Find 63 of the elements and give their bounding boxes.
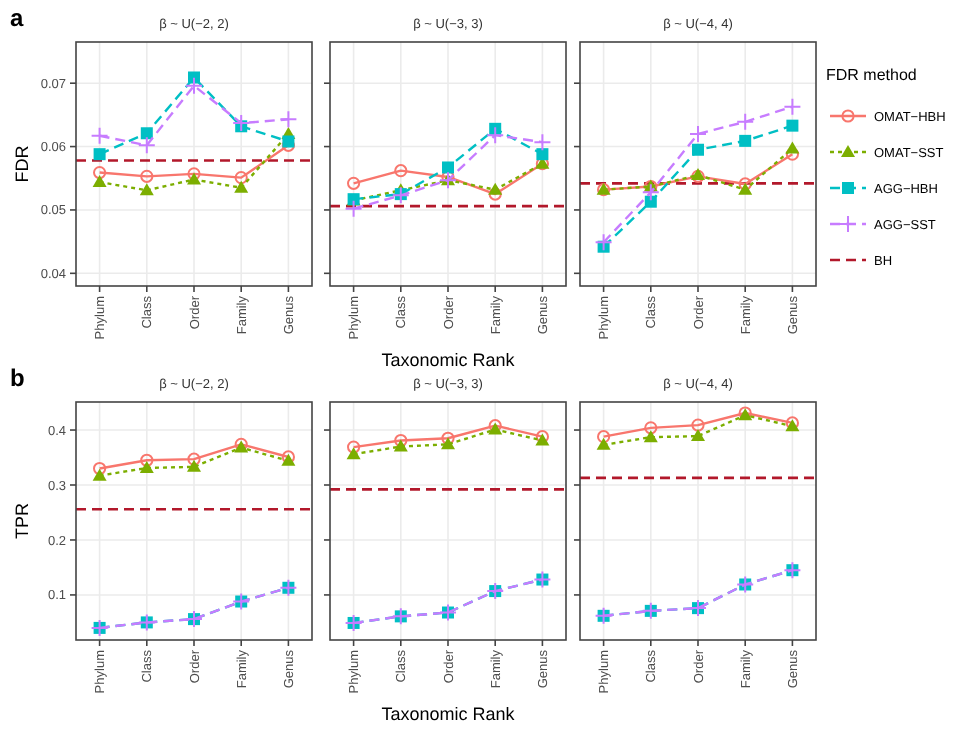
point (441, 437, 455, 450)
point (140, 453, 154, 467)
legend-title: FDR method (826, 66, 917, 84)
point (644, 421, 658, 435)
text: b (10, 364, 25, 392)
point (234, 180, 249, 193)
point (785, 147, 799, 161)
point (90, 126, 109, 145)
point (139, 460, 154, 473)
point (785, 141, 800, 154)
point (92, 468, 107, 481)
point (92, 175, 107, 188)
point (691, 429, 705, 442)
point (187, 172, 201, 185)
point (738, 177, 752, 191)
point (394, 164, 408, 178)
point (692, 143, 704, 156)
point (738, 182, 753, 195)
point (442, 161, 454, 174)
point (344, 199, 363, 218)
point (93, 148, 106, 161)
point (188, 71, 200, 84)
point (441, 431, 455, 445)
point (93, 461, 107, 476)
point (347, 176, 361, 190)
text: a (10, 4, 24, 32)
point (594, 233, 613, 252)
y-axis-title: FDR (12, 144, 32, 183)
point (641, 183, 660, 202)
point (140, 127, 153, 140)
point (394, 433, 408, 448)
point (279, 110, 298, 129)
x-axis-title: Taxonomic Rank (381, 350, 516, 370)
point (140, 169, 154, 183)
point (488, 187, 502, 201)
point (739, 134, 752, 147)
point (232, 114, 251, 133)
x-axis-title: Taxonomic Rank (381, 704, 516, 724)
point (488, 182, 503, 195)
point (597, 430, 611, 444)
point (644, 195, 657, 208)
point (346, 447, 361, 460)
point (786, 119, 799, 132)
y-axis-title: TPR (12, 502, 32, 539)
point (93, 165, 107, 180)
point (187, 459, 201, 472)
point (689, 124, 707, 143)
point (533, 133, 552, 152)
point (691, 418, 705, 432)
point (187, 452, 201, 466)
point (596, 437, 611, 450)
point (347, 440, 361, 454)
point (185, 76, 203, 95)
point (783, 97, 802, 116)
point (139, 183, 154, 196)
point (486, 126, 505, 145)
point (234, 171, 248, 185)
point (643, 430, 658, 443)
point (137, 136, 156, 155)
point (736, 112, 755, 131)
point (393, 439, 408, 452)
point (187, 167, 201, 181)
point (536, 148, 549, 161)
